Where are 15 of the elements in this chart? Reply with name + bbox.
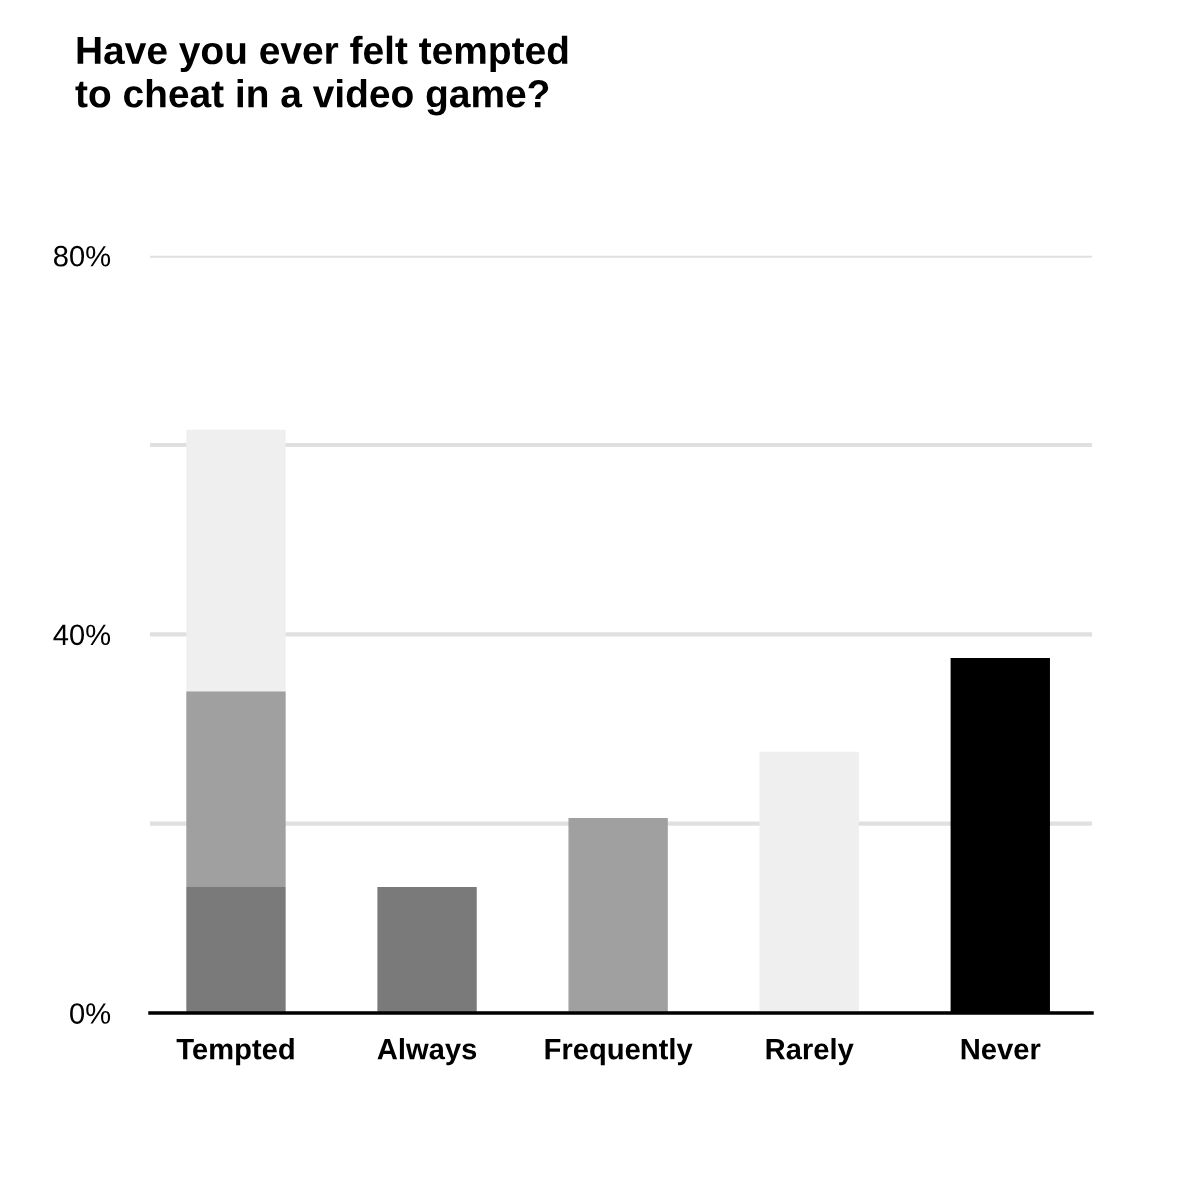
x-tick-label: Rarely [766,1038,854,1066]
bar [186,429,286,692]
y-tick-label: 0% [70,1003,111,1024]
x-tick-label: Never [961,1039,1041,1060]
x-tick-label: Tempted [176,1038,294,1066]
bar [186,887,286,1014]
y-tick-label: 40% [53,624,111,646]
bar [377,887,477,1014]
bar [186,691,286,888]
bar [759,751,859,1014]
x-tick-label: Frequently [545,1038,693,1066]
x-tick-label: Always [377,1038,477,1066]
bar [568,818,668,1014]
y-tick-label: 80% [54,245,111,267]
chart-title: Have you ever felt tempted to cheat in a video game? [75,35,568,116]
